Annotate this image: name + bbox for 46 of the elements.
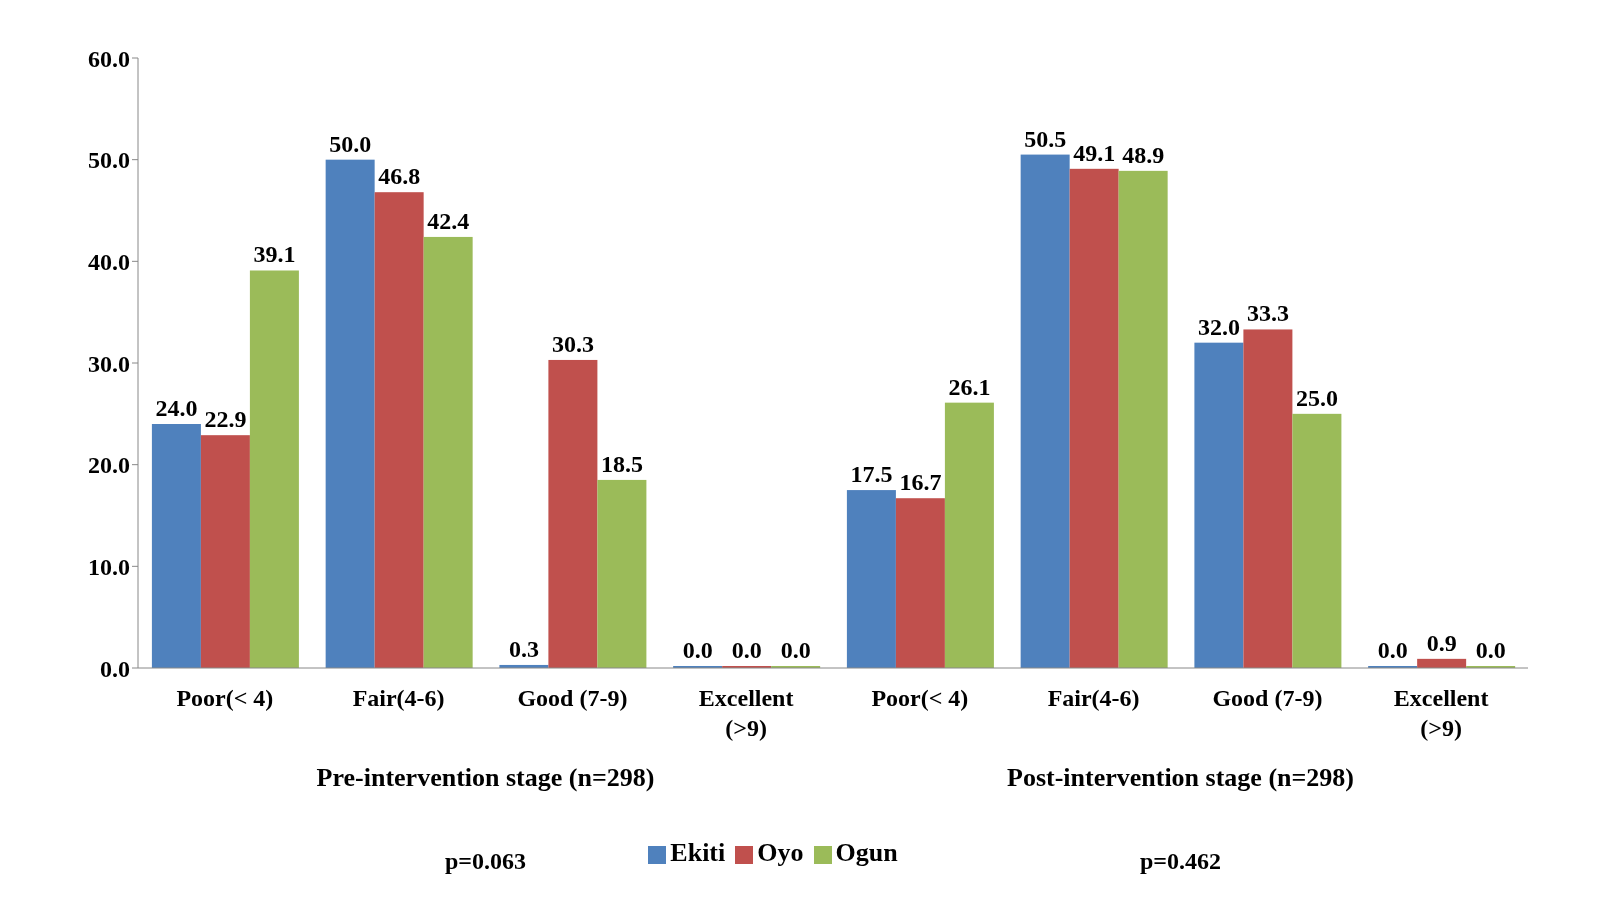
y-tick-label: 0.0 <box>100 655 130 682</box>
data-label: 30.3 <box>551 330 594 357</box>
y-tick-label: 20.0 <box>88 452 130 479</box>
y-tick-label: 30.0 <box>88 350 130 377</box>
x-tick-label: Poor(< 4) <box>871 685 969 711</box>
data-label: 0.0 <box>682 637 713 663</box>
text: Post-intervention stage (n=298) <box>1006 763 1355 793</box>
data-label: 16.7 <box>899 469 942 496</box>
legend-label: Ekiti <box>670 838 726 867</box>
text: p=0.063 <box>444 848 527 875</box>
x-tick-label: Poor(< 4) <box>176 685 274 711</box>
y-tick-label: 60.0 <box>88 45 130 72</box>
data-label: 50.0 <box>329 130 372 157</box>
data-label: 25.0 <box>1295 384 1338 411</box>
text: p=0.462 <box>1139 848 1222 875</box>
y-tick-label: 40.0 <box>88 248 130 275</box>
data-label: 18.5 <box>600 450 643 477</box>
y-tick-label: 10.0 <box>88 553 130 580</box>
data-label: 39.1 <box>253 241 296 268</box>
data-label: 48.9 <box>1122 141 1165 168</box>
x-tick-label: Good (7-9) <box>517 685 628 711</box>
data-label: 0.0 <box>780 637 811 663</box>
data-label: 0.3 <box>508 635 539 662</box>
data-label: 0.0 <box>1377 637 1408 663</box>
data-label: 50.5 <box>1024 125 1067 152</box>
data-label: 49.1 <box>1073 139 1116 166</box>
x-tick-label: Fair(4-6) <box>352 685 445 711</box>
data-label: 22.9 <box>204 406 247 433</box>
x-tick-label: Good (7-9) <box>1212 685 1323 711</box>
data-label: 0.0 <box>731 637 762 663</box>
data-label: 42.4 <box>427 207 470 234</box>
data-label: 24.0 <box>155 395 198 421</box>
data-label: 0.0 <box>1475 637 1506 663</box>
data-label: 0.9 <box>1426 629 1457 656</box>
legend-label: Ogun <box>835 838 898 867</box>
data-label: 26.1 <box>948 373 991 400</box>
x-tick-label: Excellent (>9) <box>698 685 794 741</box>
y-tick-label: 50.0 <box>88 147 130 174</box>
legend-label: Oyo <box>757 838 804 867</box>
text: Pre-intervention stage (n=298) <box>315 763 656 793</box>
data-label: 32.0 <box>1197 313 1240 340</box>
x-tick-label: Excellent (>9) <box>1393 685 1489 741</box>
data-label: 46.8 <box>378 163 421 190</box>
x-tick-label: Fair(4-6) <box>1047 685 1140 711</box>
data-label: 33.3 <box>1246 300 1289 327</box>
data-label: 17.5 <box>850 461 893 488</box>
